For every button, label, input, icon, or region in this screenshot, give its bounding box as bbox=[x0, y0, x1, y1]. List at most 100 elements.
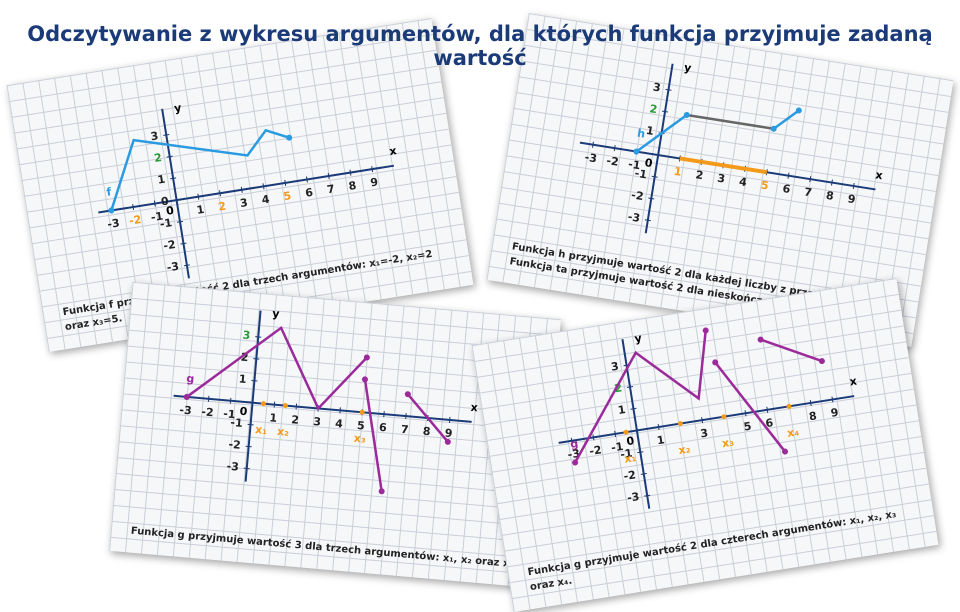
x-tick-label: 1 bbox=[673, 165, 683, 179]
x-tick bbox=[591, 141, 594, 148]
x-label: x bbox=[388, 144, 397, 158]
function-piece bbox=[714, 361, 786, 453]
endpoint bbox=[404, 391, 411, 398]
y-tick-label: 2 bbox=[649, 102, 659, 116]
argument-label: x₄ bbox=[786, 425, 800, 440]
x-tick-label: -1 bbox=[627, 158, 641, 173]
x-tick-label: 1 bbox=[269, 411, 278, 425]
y-tick bbox=[163, 133, 170, 136]
x-tick bbox=[240, 186, 243, 193]
function-piece bbox=[110, 128, 290, 211]
y-tick bbox=[173, 199, 180, 202]
y-tick-label: 3 bbox=[150, 129, 160, 143]
x-tick-label: -1 bbox=[150, 210, 164, 225]
x-tick-label: 4 bbox=[261, 193, 271, 207]
x-tick bbox=[787, 172, 790, 179]
y-tick bbox=[644, 494, 651, 497]
x-tick bbox=[284, 179, 287, 186]
sheet: x y 0 -3 -2 -1 1 2 3 4 5 6 7 8 9 -3 -2 -1 1 2 3 g x₁ x₂ x₃ Funkcj… bbox=[109, 281, 561, 589]
function-piece bbox=[406, 393, 449, 443]
endpoint bbox=[683, 111, 690, 118]
x-tick bbox=[295, 403, 298, 410]
origin-label: 0 bbox=[626, 434, 636, 448]
y-tick-label: -2 bbox=[162, 238, 176, 253]
x-tick bbox=[744, 410, 747, 417]
x-tick-label: 8 bbox=[825, 189, 835, 203]
function-name: h bbox=[636, 127, 646, 141]
x-tick bbox=[831, 396, 834, 403]
argument-label: x₂ bbox=[277, 425, 290, 439]
x-tick bbox=[570, 437, 573, 444]
function-piece bbox=[772, 109, 800, 130]
y-axis bbox=[644, 63, 674, 234]
argument-label: x₃ bbox=[353, 432, 366, 446]
x-tick-label: 6 bbox=[782, 182, 792, 196]
endpoint bbox=[770, 125, 777, 132]
x-tick-label: 9 bbox=[444, 427, 453, 441]
argument-point bbox=[282, 403, 288, 409]
x-tick-label: 9 bbox=[369, 175, 379, 189]
x-axis bbox=[98, 164, 395, 214]
page: Odczytywanie z wykresu argumentów, dla k… bbox=[6, 13, 954, 612]
x-tick bbox=[766, 406, 769, 413]
x-tick-label: 7 bbox=[803, 185, 813, 199]
y-tick bbox=[630, 407, 637, 410]
argument-point bbox=[786, 403, 792, 409]
x-tick bbox=[349, 169, 352, 176]
x-tick-label: -2 bbox=[201, 405, 214, 419]
y-axis bbox=[621, 339, 651, 509]
function-piece bbox=[635, 113, 688, 153]
y-tick bbox=[247, 423, 254, 426]
function-name: g bbox=[569, 437, 579, 451]
function-name: f bbox=[106, 185, 113, 199]
origin-label: 0 bbox=[239, 405, 248, 419]
endpoint bbox=[108, 207, 115, 214]
x-tick-label: 2 bbox=[217, 200, 227, 214]
x-tick-label: 9 bbox=[830, 406, 840, 420]
x-tick-label: 3 bbox=[239, 196, 249, 210]
x-tick bbox=[153, 200, 156, 207]
endpoint bbox=[712, 359, 719, 366]
x-tick-label: 8 bbox=[348, 179, 358, 193]
argument-point bbox=[260, 401, 266, 407]
x-tick-label: -2 bbox=[606, 154, 620, 169]
y-tick-label: -1 bbox=[634, 167, 648, 182]
sheet: x y 0 -3 -1 1 3 4 6 7 8 9 -2 2 5 -3 -2 -1 0 1 3 2 f Funkcja f p… bbox=[6, 18, 474, 352]
x-tick-label: 6 bbox=[765, 416, 775, 430]
x-label: x bbox=[470, 401, 478, 415]
argument-point bbox=[721, 414, 727, 420]
x-tick bbox=[852, 182, 855, 190]
title: Odczytywanie z wykresu argumentów, dla k… bbox=[27, 22, 933, 70]
x-tick-label: -2 bbox=[128, 213, 142, 228]
x-tick bbox=[207, 395, 210, 402]
function-piece bbox=[186, 325, 368, 411]
x-tick-label: -1 bbox=[223, 407, 236, 421]
constant-part bbox=[686, 113, 774, 131]
y-tick bbox=[651, 175, 658, 178]
y-tick-label: 0 bbox=[160, 194, 170, 208]
y-tick-label: 3 bbox=[242, 329, 251, 343]
x-tick bbox=[371, 166, 374, 173]
y-tick bbox=[170, 177, 177, 180]
y-tick bbox=[626, 386, 634, 388]
x-tick bbox=[229, 397, 232, 404]
endpoint bbox=[444, 438, 451, 445]
endpoint bbox=[363, 354, 370, 361]
y-tick bbox=[648, 197, 655, 200]
y-tick-label: -2 bbox=[623, 468, 637, 483]
x-tick bbox=[809, 399, 812, 406]
x-tick-label: 3 bbox=[699, 426, 709, 440]
x-tick-label: 6 bbox=[304, 186, 314, 200]
x-tick-label: 5 bbox=[357, 419, 366, 433]
y-tick bbox=[644, 219, 651, 222]
x-tick-label: 3 bbox=[313, 415, 322, 429]
x-tick-label: 4 bbox=[738, 175, 748, 189]
endpoint bbox=[633, 148, 640, 155]
endpoint bbox=[572, 459, 579, 466]
x-tick-label: 7 bbox=[326, 182, 336, 196]
y-tick-label: -1 bbox=[159, 216, 173, 231]
x-tick-label: 2 bbox=[291, 413, 300, 427]
y-label: y bbox=[173, 101, 182, 115]
